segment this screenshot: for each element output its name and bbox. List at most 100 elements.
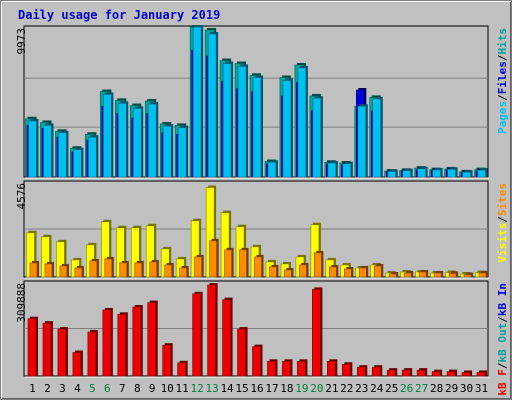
x-tick-label: 4 xyxy=(74,382,81,395)
pages-bar xyxy=(222,63,232,178)
pages-bar xyxy=(73,149,82,178)
x-tick-label: 5 xyxy=(89,382,96,395)
x-tick-label: 9 xyxy=(149,382,156,395)
kb-f-bar xyxy=(222,299,231,377)
right-legend-top: Pages/Files/Hits xyxy=(496,28,509,134)
x-tick-label: 31 xyxy=(475,382,488,395)
x-tick-label: 30 xyxy=(460,382,473,395)
x-tick-label: 2 xyxy=(44,382,51,395)
kb-f-bar xyxy=(342,363,351,377)
x-tick-label: 28 xyxy=(430,382,443,395)
kb-f-bar xyxy=(401,369,411,377)
kb-f-bar xyxy=(72,352,82,377)
kb-f-bar xyxy=(117,314,127,377)
pages-bar xyxy=(312,97,322,178)
kb-f-bar xyxy=(431,371,441,377)
sites-bar xyxy=(284,269,292,278)
sites-bar xyxy=(448,273,457,278)
pages-bar xyxy=(297,67,307,178)
sites-bar xyxy=(344,268,352,278)
pages-bar xyxy=(43,125,52,178)
pages-bar xyxy=(282,80,292,178)
kb-f-bar xyxy=(282,361,291,377)
sites-bar xyxy=(29,262,38,278)
sites-bar xyxy=(463,274,472,278)
x-tick-label: 18 xyxy=(280,382,293,395)
x-tick-label: 20 xyxy=(310,382,323,395)
sites-bar xyxy=(418,271,427,278)
x-tick-label: 21 xyxy=(325,382,338,395)
x-tick-label: 6 xyxy=(104,382,111,395)
x-tick-label: 19 xyxy=(295,382,308,395)
pages-bar xyxy=(342,163,352,178)
right-legend-bot: kB F/kB Out/kB In xyxy=(496,283,509,396)
legend-entry: Pages xyxy=(496,101,509,134)
kb-f-bar xyxy=(416,369,426,377)
sites-bar xyxy=(358,267,367,278)
kb-f-bar xyxy=(371,366,381,377)
legend-entry: / xyxy=(496,54,509,61)
kb-f-bar xyxy=(267,361,276,377)
kb-f-bar xyxy=(446,371,456,377)
legend-entry: kB Out xyxy=(496,323,509,363)
x-tick-label: 25 xyxy=(385,382,398,395)
x-tick-label: 23 xyxy=(355,382,368,395)
kb-f-bar xyxy=(386,369,396,377)
kb-f-bar xyxy=(192,293,201,377)
legend-entry: Files xyxy=(496,61,509,94)
x-tick-label: 3 xyxy=(59,382,66,395)
pages-bar xyxy=(132,108,142,178)
sites-bar xyxy=(194,256,202,278)
pages-bar xyxy=(447,169,456,178)
kb-f-bar xyxy=(476,372,486,377)
sites-bar xyxy=(299,264,307,278)
legend-entry: / xyxy=(496,216,509,223)
sites-bar xyxy=(149,261,158,278)
legend-entry: kB F xyxy=(496,369,509,396)
kb-f-bar xyxy=(297,361,306,377)
kb-f-bar xyxy=(237,328,246,377)
kb-f-bar xyxy=(87,331,97,377)
pages-bar xyxy=(267,161,277,178)
legend-entry: kB In xyxy=(496,283,509,316)
y-max-label: 9973 xyxy=(15,28,28,55)
legend-entry: / xyxy=(496,94,509,101)
kb-f-bar xyxy=(102,309,112,377)
sites-bar xyxy=(433,272,442,278)
kb-f-bar xyxy=(27,318,37,377)
right-legend-mid: Visits/Sites xyxy=(496,183,509,263)
x-tick-label: 29 xyxy=(445,382,458,395)
x-tick-label: 10 xyxy=(161,382,174,395)
kb-f-bar xyxy=(252,346,261,377)
kb-f-bar xyxy=(327,361,336,377)
x-tick-label: 11 xyxy=(176,382,189,395)
sites-bar xyxy=(119,262,128,278)
pages-bar xyxy=(147,103,157,178)
x-tick-label: 15 xyxy=(235,382,248,395)
x-tick-label: 8 xyxy=(134,382,141,395)
pages-bar xyxy=(103,94,112,178)
pages-bar xyxy=(58,132,67,178)
sites-bar xyxy=(44,263,53,278)
sites-bar xyxy=(478,272,487,278)
x-tick-label: 13 xyxy=(205,382,218,395)
kb-f-bar xyxy=(312,289,321,377)
pages-bar xyxy=(462,171,471,178)
pages-bar xyxy=(28,120,37,178)
pages-bar xyxy=(357,105,367,178)
legend-entry: Hits xyxy=(496,28,509,55)
kb-f-bar xyxy=(177,362,186,377)
kb-f-bar xyxy=(42,322,52,377)
y-max-label: 309888 xyxy=(15,283,28,323)
pages-bar xyxy=(192,26,202,178)
sites-bar xyxy=(224,249,232,278)
sites-bar xyxy=(403,272,412,278)
pages-bar xyxy=(432,169,441,178)
x-tick-label: 1 xyxy=(29,382,36,395)
sites-bar xyxy=(329,266,337,278)
legend-entry: / xyxy=(496,362,509,369)
pages-bar xyxy=(402,170,411,178)
x-tick-label: 7 xyxy=(119,382,126,395)
sites-bar xyxy=(314,252,322,278)
